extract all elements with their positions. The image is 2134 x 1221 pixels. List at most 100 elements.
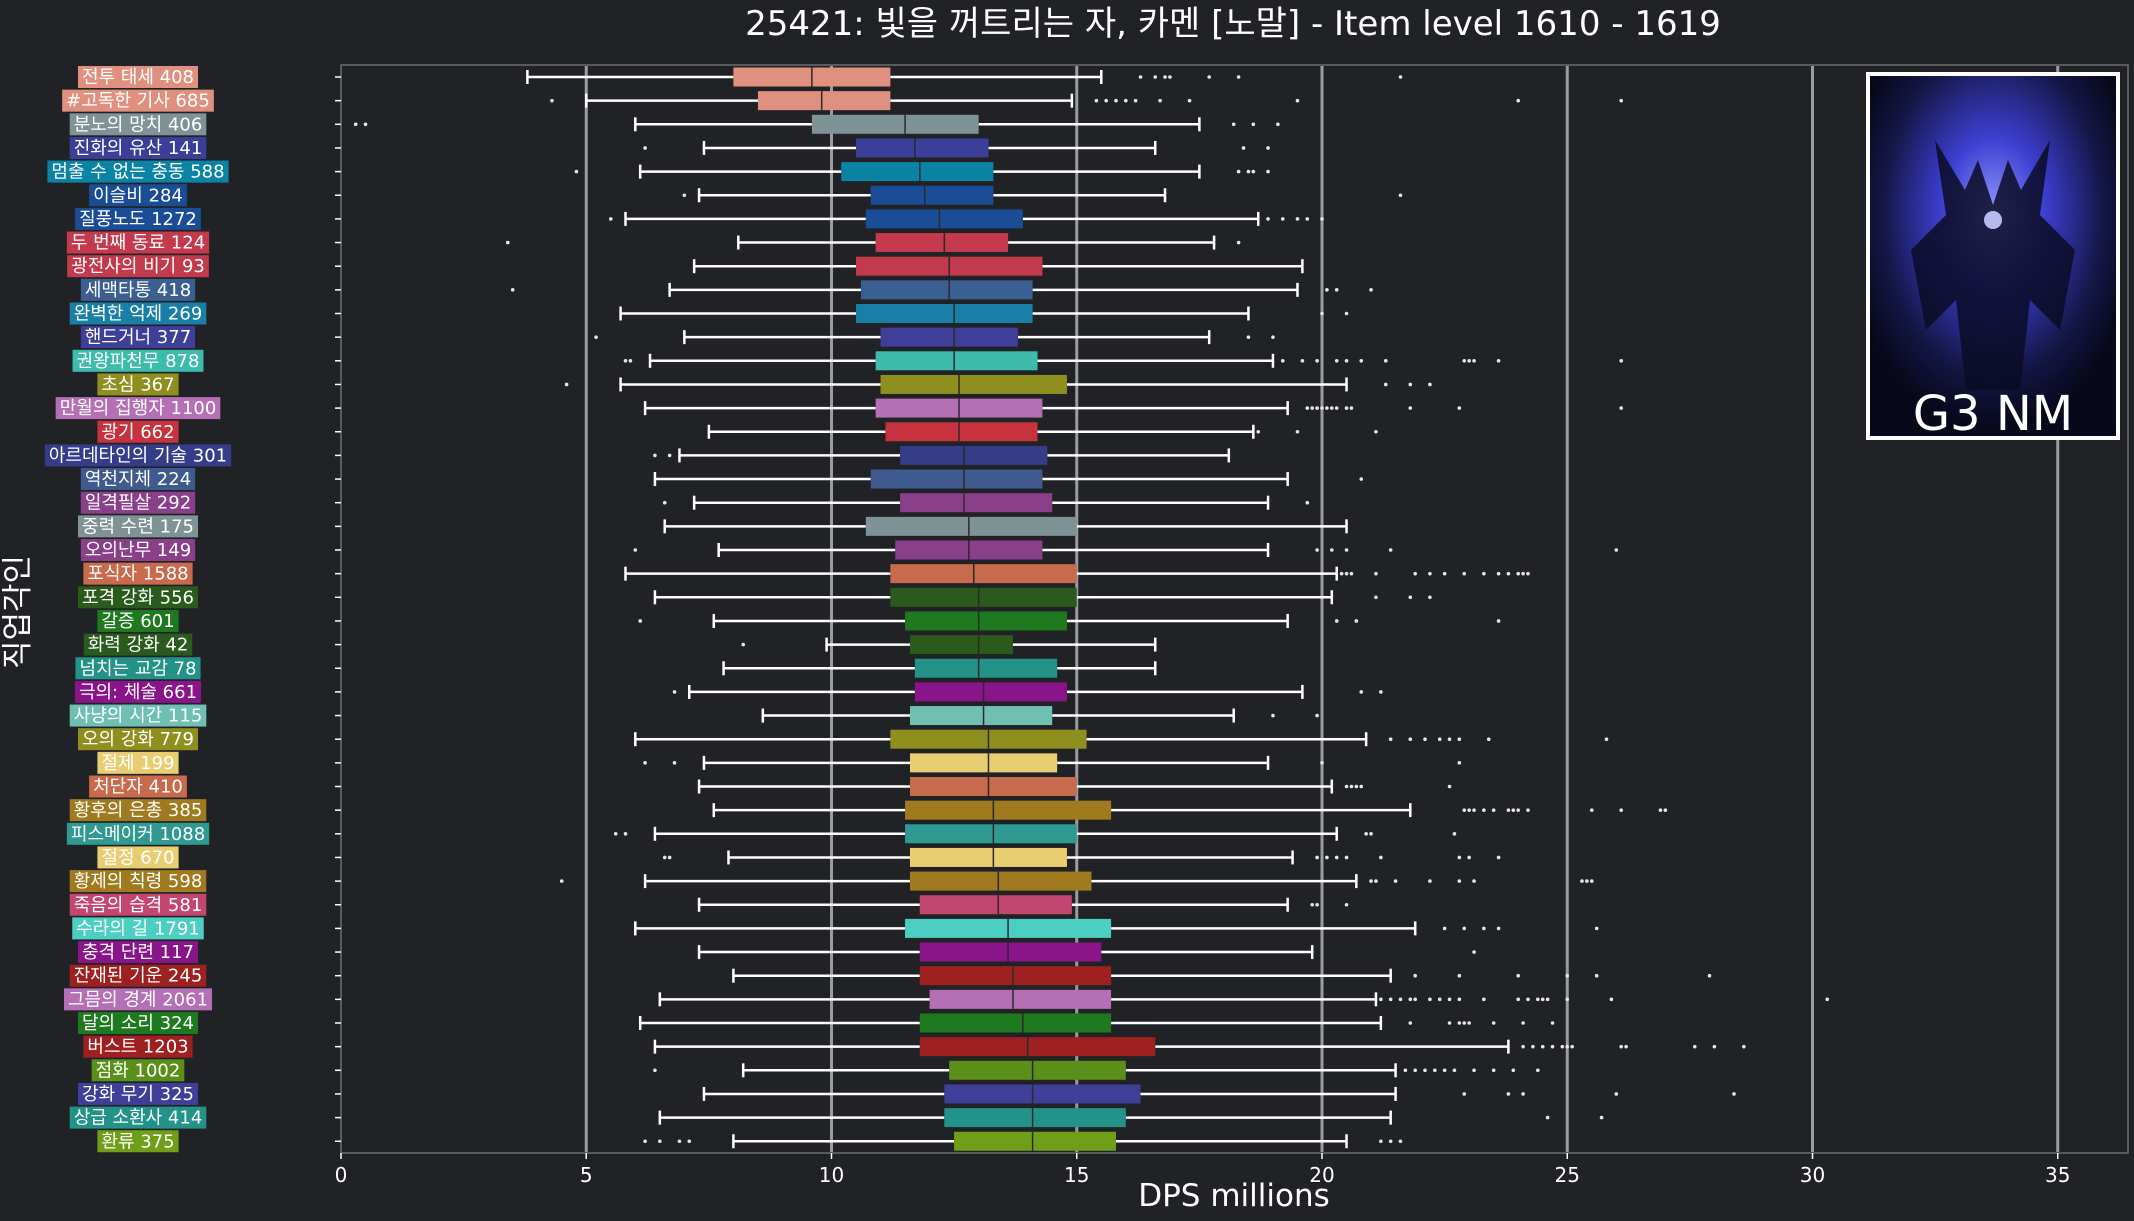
category-label-bg (77, 941, 199, 964)
category-label-22: 포격 강화 556 (77, 586, 199, 609)
box-iqr (856, 304, 1033, 323)
outlier-point (1472, 879, 1476, 883)
x-tick-label: 15 (1064, 1163, 1089, 1187)
category-label-text: 처단자 410 (93, 777, 183, 798)
category-label-text: 세맥타통 418 (85, 280, 191, 301)
outlier-point (1619, 98, 1624, 103)
category-label-text: 충격 단련 117 (82, 942, 194, 963)
boss-eye-glow (1984, 211, 2002, 229)
category-label-bg (62, 89, 214, 112)
box-23 (638, 611, 1501, 631)
category-label-11: 핸드거너 377 (80, 326, 196, 349)
outlier-point (1408, 382, 1413, 387)
category-label-text: 포격 강화 556 (82, 587, 194, 608)
outlier-point (643, 146, 647, 150)
outlier-point (662, 855, 667, 860)
outlier-point (1467, 359, 1471, 363)
category-label-15: 광기 662 (97, 420, 179, 443)
box-30 (697, 777, 1452, 796)
category-label-26: 극의: 체술 661 (74, 680, 202, 703)
outlier-point (643, 1139, 647, 1144)
category-label-text: 황제의 칙령 598 (74, 871, 203, 892)
outlier-point (1732, 1092, 1736, 1096)
category-label-text: 피스메이커 1088 (71, 824, 205, 845)
box-iqr (954, 1131, 1116, 1151)
category-label-text: 잔재된 기운 245 (74, 966, 203, 987)
outlier-point (658, 1139, 662, 1144)
category-label-text: 사냥의 시간 115 (74, 706, 203, 727)
outlier-point (510, 288, 515, 292)
outlier-point (1413, 1068, 1417, 1073)
box-iqr (865, 209, 1023, 229)
box-iqr (757, 91, 891, 111)
x-axis-ticks: 0 5 10 15 20 25 30 35 (335, 1153, 2070, 1187)
outlier-point (1334, 288, 1339, 292)
outlier-point (1114, 98, 1118, 103)
category-label-bg (89, 184, 187, 207)
outlier-point (1398, 997, 1403, 1002)
category-label-bg (97, 751, 179, 774)
outlier-point (1516, 98, 1520, 103)
outlier-point (741, 642, 746, 647)
outlier-point (1349, 406, 1354, 410)
category-label-text: 질풍노도 1272 (79, 209, 197, 230)
outlier-point (1467, 1021, 1471, 1025)
category-label-text: #고독한 기사 685 (66, 91, 210, 112)
outlier-point (628, 359, 633, 363)
outlier-point (1325, 855, 1329, 860)
outlier-point (1516, 997, 1520, 1002)
category-label-text: 달의 소리 324 (82, 1013, 194, 1034)
category-label-text: 중력 수련 175 (82, 516, 194, 537)
outlier-point (1589, 808, 1594, 812)
box-iqr (919, 895, 1072, 915)
outlier-point (1364, 832, 1368, 836)
category-label-bg (83, 1035, 193, 1058)
outlier-point (1825, 997, 1830, 1002)
category-label-text: 멈출 수 없는 충동 588 (51, 162, 224, 183)
outlier-point (1614, 1092, 1619, 1096)
category-label-bg (67, 255, 209, 278)
box-29 (643, 753, 1462, 773)
outlier-point (1330, 406, 1334, 410)
outlier-point (1354, 784, 1359, 789)
outlier-point (1315, 855, 1319, 860)
outlier-point (1614, 548, 1619, 552)
category-label-text: 넘치는 교감 78 (79, 658, 196, 679)
outlier-point (1334, 619, 1339, 623)
box-iqr (875, 351, 1038, 371)
outlier-point (682, 193, 687, 198)
outlier-point (1624, 1044, 1628, 1049)
box-39 (658, 989, 1830, 1009)
outlier-point (1447, 784, 1452, 789)
outlier-point (1256, 429, 1261, 434)
box-3 (643, 138, 1270, 158)
outlier-point (1393, 879, 1398, 883)
outlier-point (1374, 595, 1378, 600)
outlier-point (1330, 548, 1334, 552)
outlier-point (1565, 1044, 1570, 1049)
category-label-43: 강화 무기 325 (77, 1082, 199, 1105)
box-36 (634, 918, 1599, 938)
outlier-point (1344, 855, 1349, 860)
x-tick-label: 25 (1555, 1163, 1580, 1187)
outlier-point (1408, 737, 1413, 741)
category-label-text: 초심 367 (101, 374, 174, 395)
box-42 (653, 1060, 1540, 1080)
category-label-1: #고독한 기사 685 (62, 89, 214, 112)
category-label-text: 오의난무 149 (85, 540, 191, 561)
outlier-point (1295, 98, 1300, 103)
box-iqr (865, 516, 1077, 536)
outlier-point (1428, 571, 1432, 576)
category-label-bg (77, 1082, 199, 1105)
outlier-point (1305, 406, 1310, 410)
box-10 (619, 304, 1349, 323)
outlier-point (1163, 75, 1167, 79)
outlier-point (1344, 548, 1349, 552)
category-label-21: 포식자 1588 (83, 562, 193, 585)
outlier-point (1359, 477, 1364, 481)
outlier-point (1315, 548, 1319, 552)
outlier-point (1339, 571, 1344, 576)
box-5 (682, 185, 1403, 205)
category-label-bg (69, 870, 207, 893)
category-label-42: 점화 1002 (91, 1059, 185, 1082)
